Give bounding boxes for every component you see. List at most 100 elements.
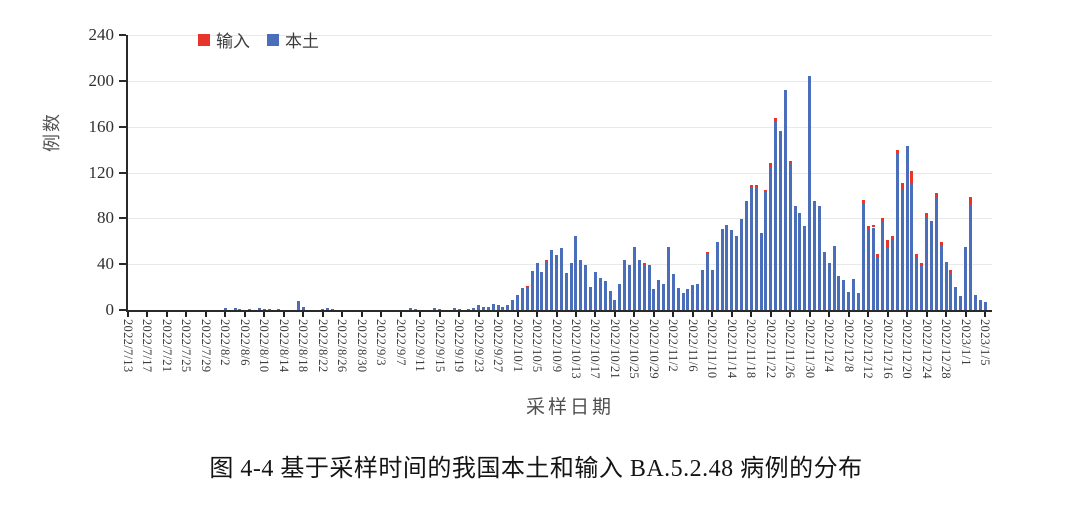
gridline-80 (128, 218, 992, 220)
figure-caption: 图 4-4 基于采样时间的我国本土和输入 BA.5.2.48 病例的分布 (209, 456, 863, 482)
bar-local (652, 289, 656, 310)
x-tick-mark (711, 312, 714, 317)
x-tick-mark (341, 312, 344, 317)
bar-imported (764, 189, 768, 192)
bar-imported (900, 182, 904, 189)
bar-local (248, 308, 252, 310)
bar-local (720, 228, 724, 310)
y-tick-mark (119, 309, 126, 311)
bar-local (886, 248, 890, 310)
x-tick-label: 2022/7/13 (121, 319, 135, 373)
x-tick-label: 2022/11/26 (783, 319, 798, 379)
y-tick-mark (119, 125, 126, 128)
x-tick-mark (925, 312, 928, 317)
x-tick-label: 2022/8/2 (218, 319, 233, 366)
bar-local (491, 304, 495, 310)
bar-local (842, 280, 846, 310)
bar-local (545, 261, 549, 310)
x-tick-mark (399, 312, 402, 317)
bar-local (662, 283, 666, 310)
bar-local (925, 218, 929, 310)
y-tick-label: 200 (88, 70, 115, 90)
bar-local (681, 292, 685, 310)
bar-local (803, 226, 807, 310)
legend-swatch-local-icon (267, 33, 279, 46)
gridline-240 (128, 35, 992, 36)
x-tick-mark (867, 312, 870, 317)
x-tick-label: 2022/11/18 (744, 319, 759, 379)
x-tick-label: 2022/10/5 (530, 319, 545, 373)
bar-local (647, 265, 651, 310)
bar-local (964, 246, 968, 310)
bar-local (705, 253, 709, 310)
bar-local (701, 269, 705, 310)
bar-local (696, 283, 700, 310)
bar-local (433, 307, 437, 310)
x-tick-label: 2022/12/4 (822, 319, 837, 373)
x-tick-mark (789, 312, 792, 317)
bar-imported (788, 161, 792, 164)
x-tick-mark (360, 312, 363, 317)
x-tick-mark (633, 312, 636, 317)
x-tick-label: 2022/8/6 (237, 319, 252, 366)
x-tick-label: 2022/11/30 (802, 319, 817, 379)
bar-local (847, 291, 851, 310)
bar-local (666, 246, 670, 310)
bar-local (550, 250, 554, 310)
bar-local (618, 283, 622, 310)
bar-local (852, 279, 856, 310)
bar-imported (642, 263, 646, 266)
x-tick-label: 2022/9/27 (491, 319, 506, 373)
x-tick-label: 2022/10/25 (627, 319, 642, 379)
x-tick-label: 2022/8/22 (315, 319, 330, 373)
bar-local (934, 197, 938, 310)
y-tick-mark (119, 171, 126, 174)
x-tick-label: 2022/9/7 (393, 319, 408, 366)
bar-local (813, 201, 817, 310)
bar-local (691, 284, 695, 310)
x-tick-label: 2022/12/24 (919, 319, 934, 379)
bar-imported (705, 251, 709, 254)
y-tick-label: 160 (88, 116, 115, 136)
y-tick-mark (119, 263, 126, 266)
x-tick-mark (438, 312, 441, 317)
x-tick-label: 2022/12/28 (939, 319, 954, 379)
y-tick-label: 40 (97, 254, 114, 274)
bar-local (520, 288, 524, 310)
bar-local (676, 288, 680, 310)
y-tick-label: 80 (97, 208, 114, 228)
bar-imported (925, 212, 929, 219)
bar-local (525, 288, 529, 310)
bar-imported (886, 240, 890, 249)
bar-local (613, 299, 617, 310)
bar-local (949, 273, 953, 310)
x-tick-label: 2022/10/13 (568, 319, 583, 379)
bar-imported (881, 218, 885, 222)
x-tick-label: 2022/12/8 (841, 319, 856, 373)
x-tick-mark (380, 312, 383, 317)
gridline-160 (128, 126, 992, 128)
y-tick-label: 120 (88, 162, 115, 182)
bar-local (968, 204, 972, 310)
bar-local (832, 245, 836, 310)
x-tick-mark (945, 312, 948, 317)
bar-local (973, 295, 977, 310)
x-tick-label: 2022/9/11 (413, 319, 428, 372)
x-tick-mark (964, 312, 967, 317)
bar-local (920, 266, 924, 310)
bar-local (686, 289, 690, 310)
x-tick-mark (204, 312, 207, 317)
bar-local (890, 240, 894, 310)
bar-local (511, 299, 515, 310)
bar-local (257, 307, 261, 310)
bar-local (472, 307, 476, 310)
bar-local (598, 277, 602, 310)
bar-local (481, 306, 485, 310)
bar-local (530, 271, 534, 310)
x-tick-label: 2022/11/6 (685, 319, 700, 372)
x-tick-label: 2022/10/29 (646, 319, 661, 379)
bar-local (657, 280, 661, 310)
x-tick-label: 2022/10/9 (549, 319, 564, 373)
bar-local (939, 245, 943, 310)
x-tick-mark (555, 312, 558, 317)
